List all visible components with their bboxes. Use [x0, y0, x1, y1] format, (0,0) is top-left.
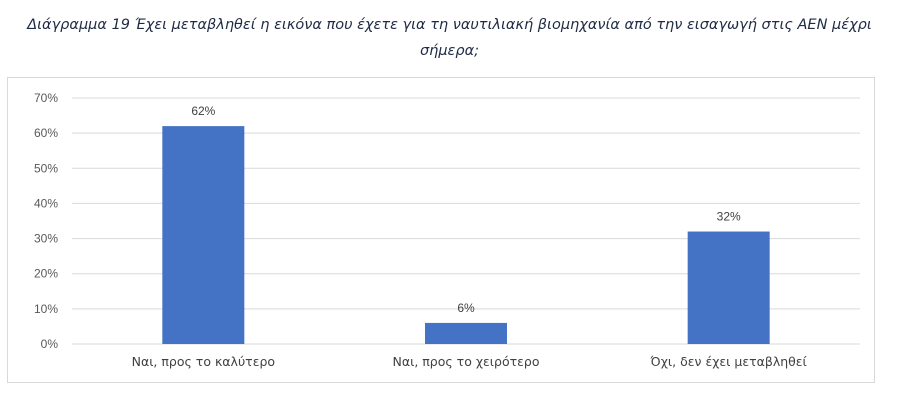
y-tick-label: 40%: [34, 196, 58, 210]
category-label: Ναι, προς το καλύτερο: [132, 354, 275, 369]
category-label: Ναι, προς το χειρότερο: [393, 354, 540, 369]
data-label: 6%: [457, 301, 475, 315]
data-label: 32%: [717, 210, 741, 224]
data-label: 62%: [191, 104, 215, 118]
y-tick-label: 60%: [34, 126, 58, 140]
y-tick-label: 50%: [34, 161, 58, 175]
y-tick-label: 30%: [34, 232, 58, 246]
y-tick-label: 10%: [34, 302, 58, 316]
bar: [687, 231, 770, 344]
caption-line-2: σήμερα;: [419, 43, 480, 59]
chart-caption: Διάγραμμα 19 Έχει μεταβληθεί η εικόνα πο…: [0, 12, 899, 64]
bar: [425, 322, 507, 344]
category-label: Όχι, δεν έχει μεταβληθεί: [650, 354, 808, 369]
y-tick-label: 20%: [34, 267, 58, 281]
caption-line-1: Διάγραμμα 19 Έχει μεταβληθεί η εικόνα πο…: [27, 17, 872, 33]
y-tick-label: 0%: [41, 337, 59, 351]
y-tick-label: 70%: [34, 91, 58, 105]
bar: [162, 126, 245, 344]
